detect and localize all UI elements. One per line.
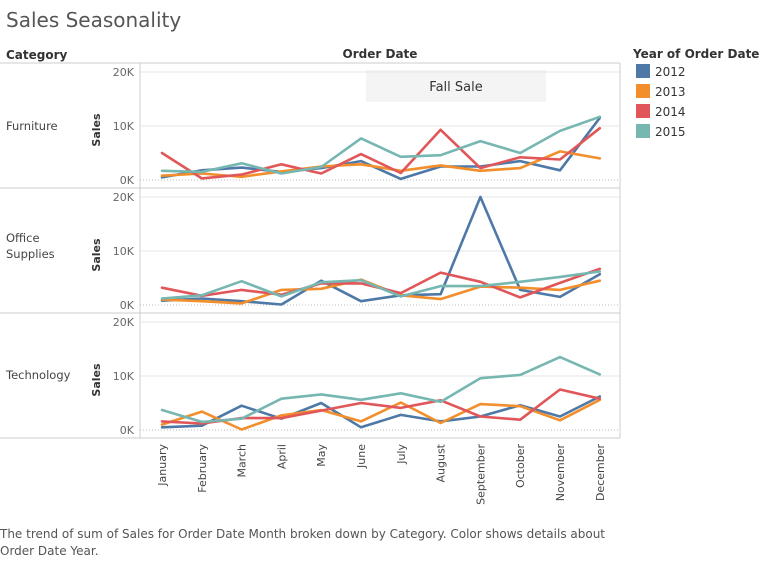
legend: Year of Order Date 2012 2013 2014 2015 bbox=[632, 47, 759, 139]
legend-swatch-2013 bbox=[636, 84, 650, 98]
category-header: Category bbox=[6, 48, 68, 62]
legend-label-2015: 2015 bbox=[655, 125, 686, 139]
panel-3: 0K 10K 20K Sales Technology bbox=[0, 312, 620, 437]
series-line-2012 bbox=[160, 195, 602, 306]
annotation-fall-sale: Fall Sale bbox=[429, 80, 482, 95]
month-label: May bbox=[315, 444, 328, 467]
series-line-2014 bbox=[160, 267, 602, 299]
panel-1: 0K 10K 20K Sales Furniture bbox=[6, 66, 620, 187]
series-line-2012 bbox=[160, 116, 602, 181]
order-date-header: Order Date bbox=[343, 47, 418, 61]
category-label: Furniture bbox=[6, 119, 58, 133]
y-axis-label: Sales bbox=[90, 238, 103, 272]
legend-label-2014: 2014 bbox=[655, 105, 686, 119]
series-line-2015 bbox=[160, 115, 602, 175]
month-label: January bbox=[156, 444, 169, 487]
series-line-2014 bbox=[160, 126, 602, 180]
legend-label-2012: 2012 bbox=[655, 65, 686, 79]
panels-group: 0K 10K 20K Sales Furniture 0K 10K 20K Sales Offic… bbox=[0, 66, 620, 437]
legend-label-2013: 2013 bbox=[655, 85, 686, 99]
y-tick-label: 10K bbox=[113, 120, 135, 133]
panel-2: 0K 10K 20K Sales Office Supplies bbox=[0, 187, 620, 312]
category-label: Technology bbox=[5, 368, 71, 382]
page-title: Sales Seasonality bbox=[6, 8, 182, 32]
month-label: June bbox=[355, 444, 368, 469]
y-tick-label: 10K bbox=[113, 370, 135, 383]
y-tick-label: 20K bbox=[113, 316, 135, 329]
month-label: October bbox=[514, 444, 527, 488]
series-line-2014 bbox=[160, 388, 602, 425]
series-line-2015 bbox=[160, 355, 602, 424]
y-tick-label: 10K bbox=[113, 245, 135, 258]
month-label: August bbox=[435, 443, 448, 482]
month-axis: January February March April May June July Augu… bbox=[156, 443, 607, 504]
month-label: December bbox=[594, 444, 607, 502]
y-tick-label: 0K bbox=[120, 299, 135, 312]
seasonality-chart: Category Order Date Fall Sale 0K 10K 20K Sa… bbox=[0, 47, 759, 505]
category-label: Supplies bbox=[6, 247, 55, 261]
legend-swatch-2012 bbox=[636, 64, 650, 78]
y-axis-label: Sales bbox=[90, 113, 103, 147]
y-axis-label: Sales bbox=[90, 363, 103, 397]
legend-title: Year of Order Date bbox=[632, 47, 759, 61]
month-label: March bbox=[236, 444, 249, 478]
y-tick-label: 20K bbox=[113, 191, 135, 204]
y-tick-label: 0K bbox=[120, 174, 135, 187]
category-label: Office bbox=[6, 231, 40, 245]
month-label: April bbox=[275, 444, 288, 469]
y-tick-label: 0K bbox=[120, 424, 135, 437]
y-tick-label: 20K bbox=[113, 66, 135, 79]
month-label: July bbox=[395, 444, 408, 465]
series-line-2012 bbox=[160, 395, 602, 429]
annotation-box bbox=[366, 70, 546, 102]
month-label: September bbox=[474, 444, 487, 505]
series-line-2013 bbox=[160, 398, 602, 431]
month-label: February bbox=[196, 444, 209, 493]
month-label: November bbox=[554, 444, 567, 502]
caption: The trend of sum of Sales for Order Date… bbox=[0, 527, 606, 558]
legend-swatch-2015 bbox=[636, 124, 650, 138]
legend-swatch-2014 bbox=[636, 104, 650, 118]
series-line-2015 bbox=[160, 270, 602, 300]
